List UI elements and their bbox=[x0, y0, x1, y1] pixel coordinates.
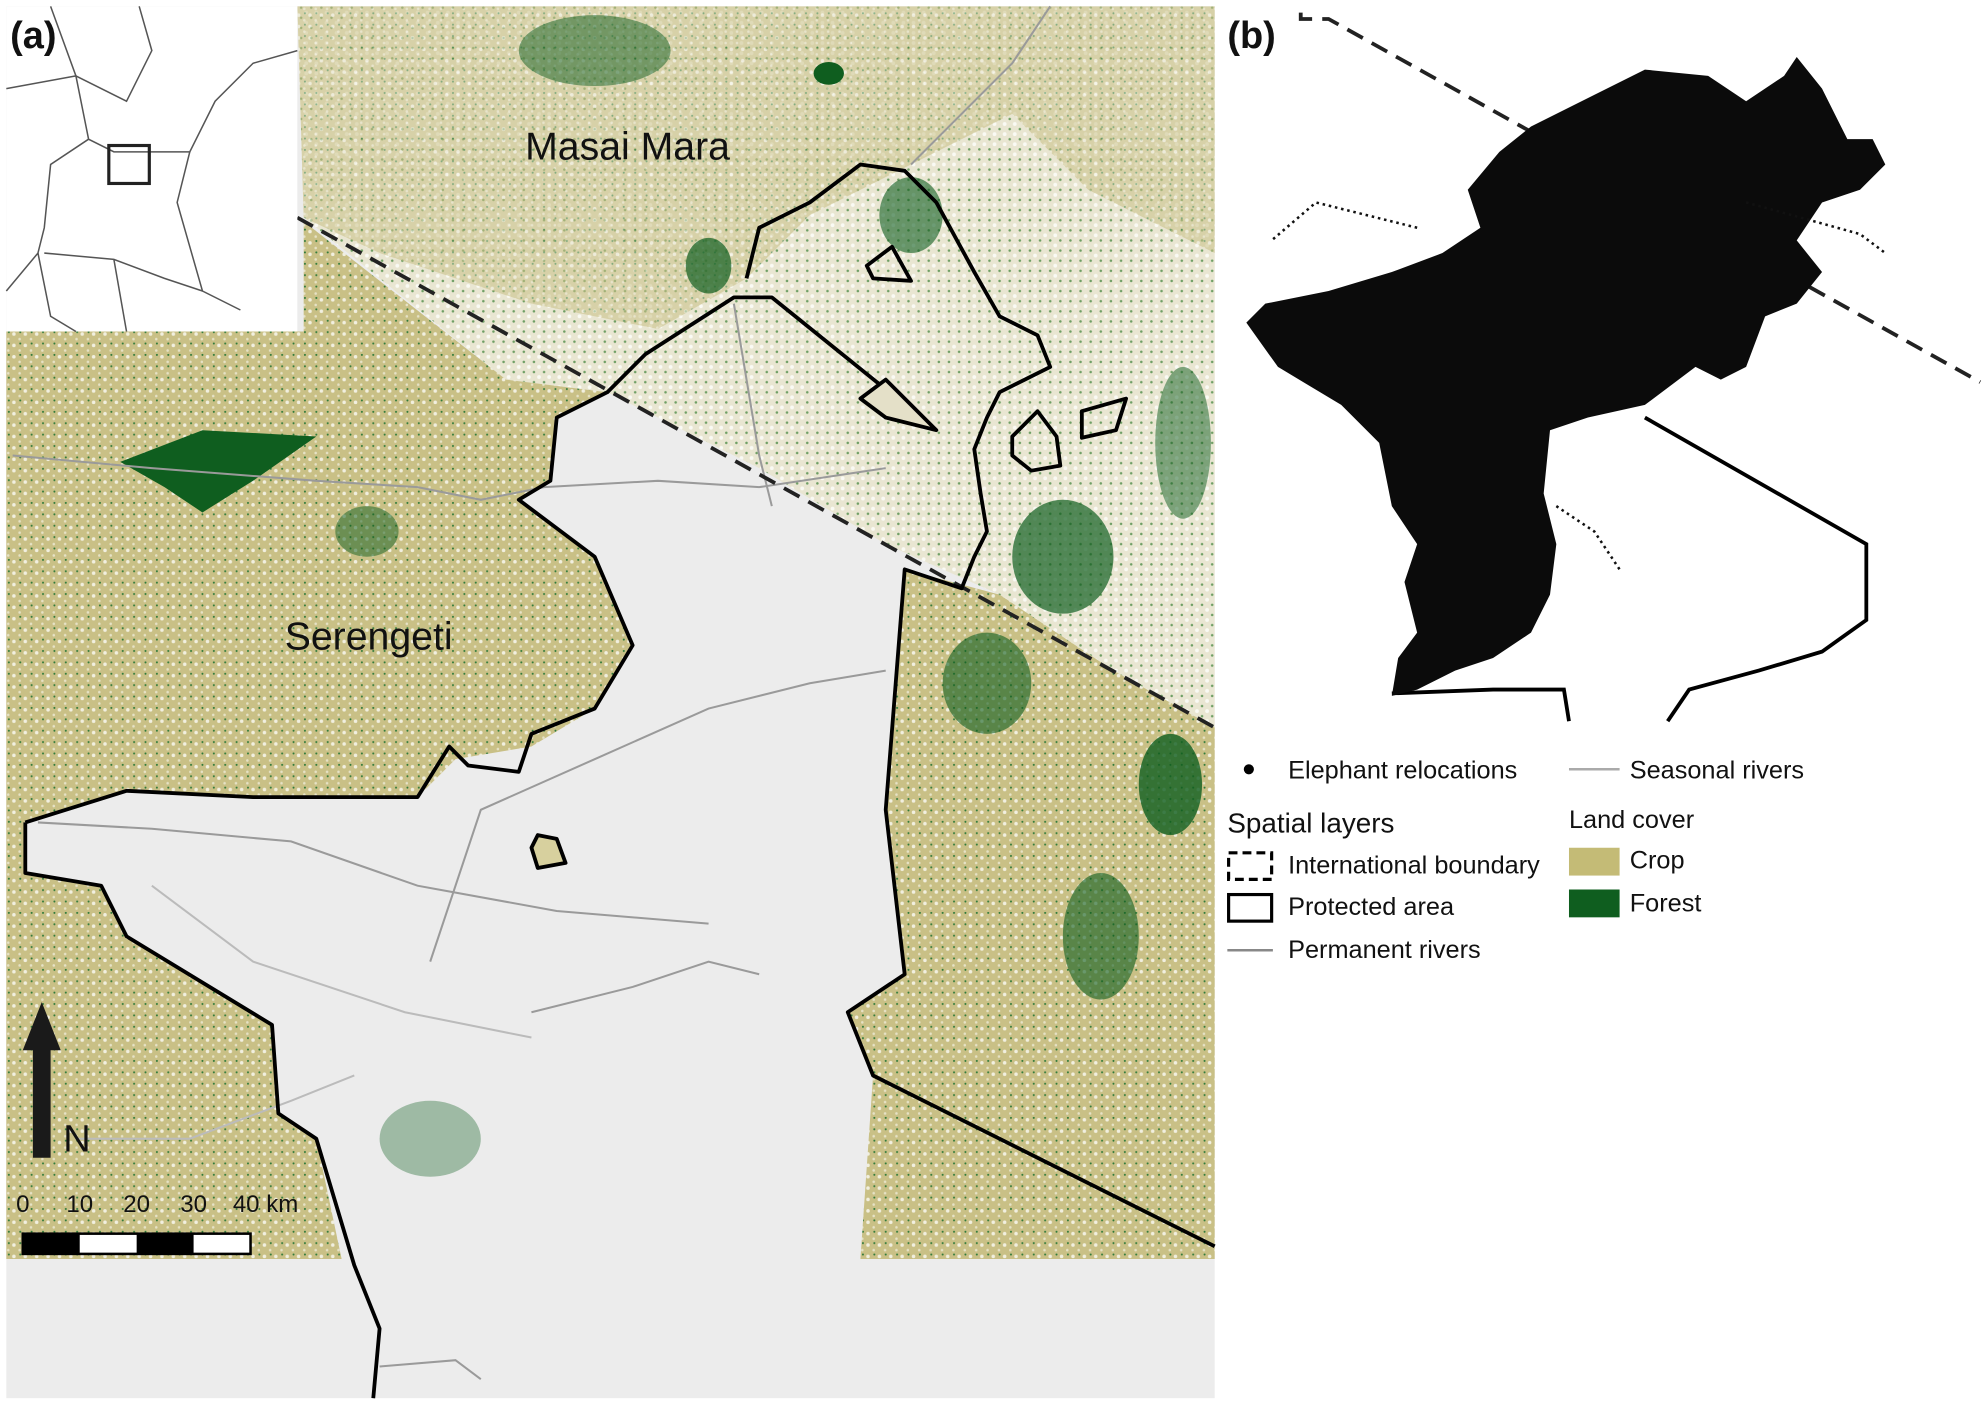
river bbox=[379, 1359, 482, 1380]
border bbox=[6, 49, 298, 153]
forest bbox=[379, 1100, 481, 1177]
elephant-relocations bbox=[1246, 56, 1886, 696]
forest-patches bbox=[120, 15, 1211, 1177]
forest bbox=[1062, 873, 1139, 1000]
rivers bbox=[12, 5, 1052, 1380]
protected-area bbox=[1643, 415, 1869, 723]
border bbox=[37, 252, 77, 333]
protected-area bbox=[1010, 409, 1063, 473]
legend-title: Spatial layers bbox=[1227, 807, 1394, 838]
river bbox=[732, 303, 773, 507]
legend-symbol bbox=[1568, 889, 1620, 918]
river bbox=[910, 5, 1052, 166]
river bbox=[151, 884, 532, 1039]
river bbox=[75, 1074, 355, 1140]
legend-label: Seasonal rivers bbox=[1630, 757, 1804, 785]
forest bbox=[335, 506, 399, 557]
forest bbox=[813, 61, 844, 85]
border bbox=[113, 259, 128, 332]
elephant-relocation-trails bbox=[1270, 201, 1887, 571]
protected-area bbox=[1391, 687, 1571, 722]
forest bbox=[1138, 733, 1203, 836]
protected-area bbox=[744, 162, 1216, 1249]
border bbox=[44, 252, 203, 292]
border bbox=[176, 151, 241, 311]
legend-symbol bbox=[1227, 892, 1274, 923]
scale-label: 40 km bbox=[233, 1191, 298, 1218]
north-label: N bbox=[63, 1118, 90, 1160]
scale-label: 30 bbox=[180, 1191, 207, 1218]
protected-area bbox=[864, 244, 913, 283]
panel-label: (a) bbox=[10, 15, 56, 57]
inset-map bbox=[6, 6, 298, 332]
panel-label: (b) bbox=[1227, 15, 1275, 57]
north-arrow bbox=[22, 1002, 61, 1158]
crop-area-north bbox=[297, 6, 1215, 329]
forest bbox=[879, 177, 943, 254]
international-boundary bbox=[296, 215, 1216, 730]
scale-bar-segment bbox=[136, 1233, 194, 1254]
legend-label: Elephant relocations bbox=[1288, 757, 1517, 785]
crop-area-east bbox=[847, 569, 1215, 1259]
scale-label: 10 bbox=[66, 1191, 93, 1218]
legend-symbol bbox=[1243, 764, 1254, 775]
river bbox=[12, 454, 886, 501]
place-label: Serengeti bbox=[285, 614, 453, 658]
forest bbox=[518, 15, 671, 87]
forest bbox=[1012, 499, 1114, 614]
scale-bar bbox=[21, 1232, 252, 1256]
legend-label: Crop bbox=[1630, 846, 1685, 874]
river bbox=[37, 821, 709, 925]
protected-area bbox=[858, 377, 939, 433]
river bbox=[429, 669, 886, 962]
inset-focus-box bbox=[107, 143, 151, 186]
forest bbox=[685, 237, 732, 294]
scale-bar-segment bbox=[22, 1233, 80, 1254]
place-label: Masai Mara bbox=[525, 125, 730, 169]
legend-symbol bbox=[1568, 847, 1620, 876]
forest bbox=[1155, 366, 1211, 519]
inset-borders bbox=[5, 6, 298, 333]
legend-label: Forest bbox=[1630, 889, 1702, 917]
forest bbox=[942, 632, 1032, 734]
forest bbox=[120, 430, 317, 513]
legend-title: Land cover bbox=[1569, 806, 1694, 834]
legend-symbol bbox=[1227, 851, 1274, 881]
protected-area bbox=[24, 295, 938, 825]
border bbox=[5, 138, 89, 292]
legend-label: International boundary bbox=[1288, 851, 1540, 879]
protected-area bbox=[529, 833, 568, 870]
protected-area bbox=[23, 822, 382, 1399]
protected-areas bbox=[23, 162, 1216, 1399]
border bbox=[49, 6, 153, 103]
legend-label: Permanent rivers bbox=[1288, 936, 1481, 964]
scale-label: 0 bbox=[16, 1191, 29, 1218]
scale-label: 20 bbox=[123, 1191, 150, 1218]
protected-area bbox=[1079, 396, 1129, 440]
river bbox=[531, 960, 760, 1014]
legend-label: Protected area bbox=[1288, 893, 1455, 921]
